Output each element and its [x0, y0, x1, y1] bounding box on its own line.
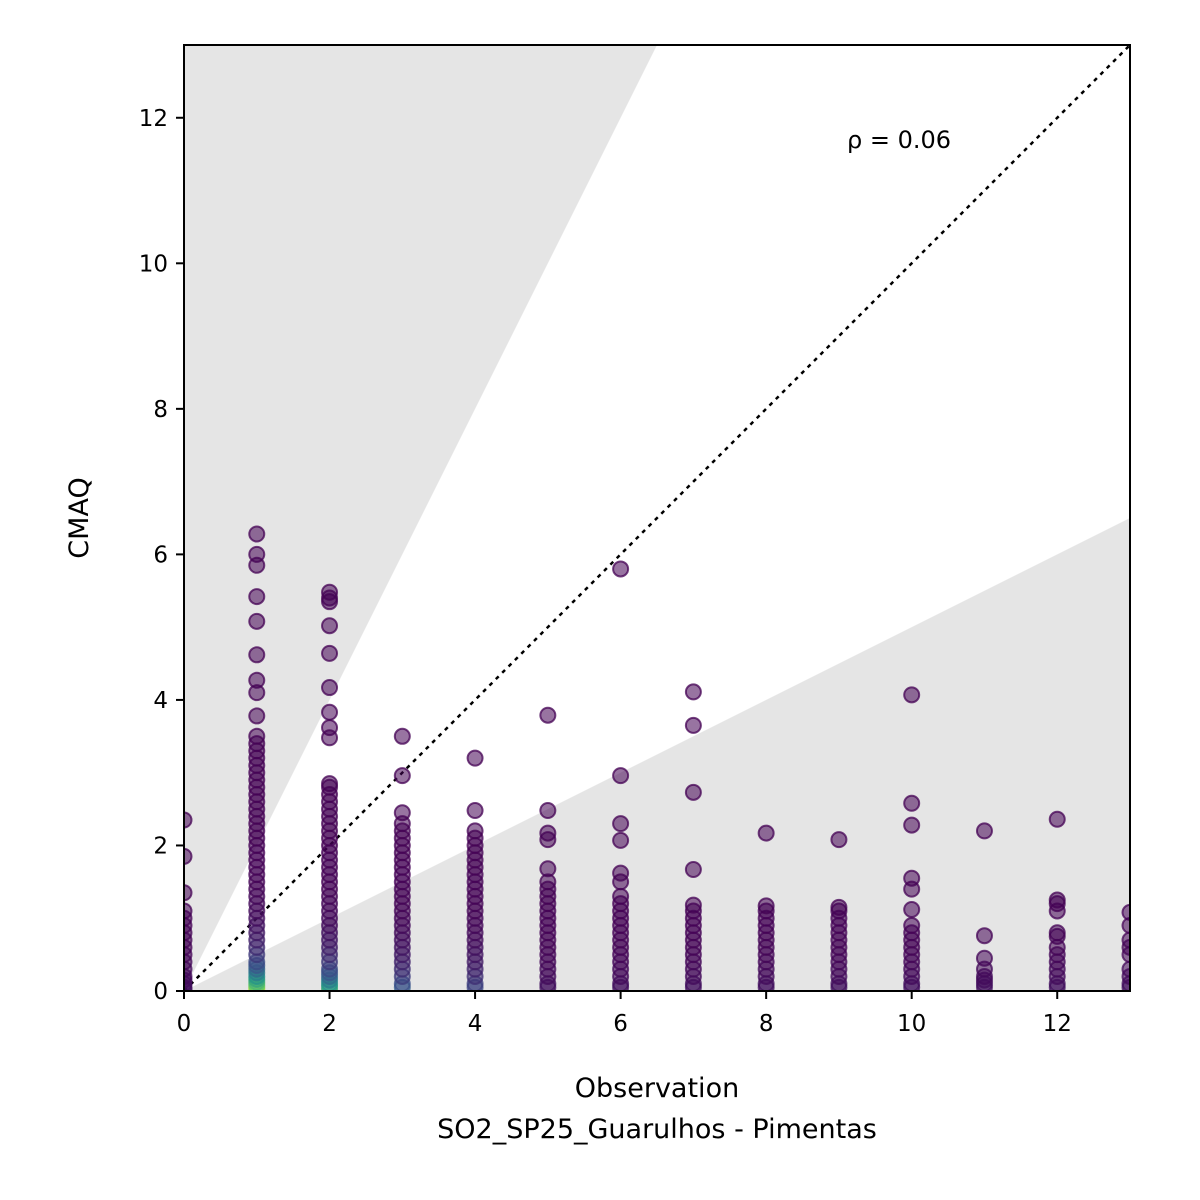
data-point [757, 897, 775, 915]
shaded-bounds [184, 45, 1130, 991]
data-point [612, 831, 630, 849]
plot-frame [183, 44, 1131, 992]
data-point [321, 719, 339, 737]
y-axis-label: CMAQ [64, 477, 95, 558]
correlation-annotation: ρ = 0.06 [847, 126, 951, 154]
data-point [1048, 924, 1066, 942]
data-point [830, 898, 848, 916]
lower-shaded-region [184, 518, 1130, 991]
data-point [248, 671, 266, 689]
scatter-points [184, 525, 1130, 991]
data-point [903, 816, 921, 834]
y-tick-label: 2 [153, 833, 168, 859]
data-point [184, 902, 193, 920]
x-tick-label: 2 [322, 1011, 337, 1037]
data-point [248, 545, 266, 563]
data-point [903, 900, 921, 918]
data-point [612, 887, 630, 905]
data-point [321, 775, 339, 793]
data-point [248, 525, 266, 543]
data-point [184, 811, 193, 829]
data-point [684, 896, 702, 914]
data-point [903, 686, 921, 704]
data-point [393, 727, 411, 745]
data-point [539, 860, 557, 878]
data-point [975, 949, 993, 967]
y-tick-label: 10 [139, 251, 168, 277]
data-point [248, 727, 266, 745]
x-tick-label: 4 [468, 1011, 483, 1037]
x-axis-sublabel: SO2_SP25_Guarulhos - Pimentas [437, 1114, 877, 1145]
data-point [684, 683, 702, 701]
data-point [248, 646, 266, 664]
data-point [903, 869, 921, 887]
y-tick-label: 12 [139, 106, 168, 132]
y-axis-ticks: 0 2 4 6 8 10 12 [139, 106, 184, 1005]
data-point [321, 583, 339, 601]
data-point [248, 588, 266, 606]
x-tick-label: 10 [897, 1011, 926, 1037]
data-point [539, 802, 557, 820]
y-tick-label: 8 [153, 397, 168, 423]
data-point [248, 612, 266, 630]
data-point [321, 644, 339, 662]
data-point [321, 703, 339, 721]
one-to-one-line [184, 45, 1130, 991]
data-point [684, 860, 702, 878]
data-point [612, 815, 630, 833]
data-point [1121, 960, 1130, 978]
data-point [612, 767, 630, 785]
data-point [184, 884, 193, 902]
data-point [393, 804, 411, 822]
data-point [830, 831, 848, 849]
data-point [975, 927, 993, 945]
y-tick-label: 4 [153, 688, 168, 714]
x-tick-label: 6 [613, 1011, 628, 1037]
data-point [466, 749, 484, 767]
data-point [466, 822, 484, 840]
x-tick-label: 8 [759, 1011, 774, 1037]
data-point [1048, 810, 1066, 828]
data-point [466, 802, 484, 820]
x-axis-label: Observation [575, 1073, 739, 1104]
data-point [684, 783, 702, 801]
data-point [757, 824, 775, 842]
x-axis-ticks: 0 2 4 6 8 10 12 [177, 991, 1072, 1037]
y-tick-label: 6 [153, 542, 168, 568]
data-point [393, 767, 411, 785]
reference-line-layer [184, 45, 1130, 991]
data-point [321, 679, 339, 697]
data-point [612, 864, 630, 882]
data-point [903, 794, 921, 812]
data-point [903, 917, 921, 935]
data-point [975, 822, 993, 840]
data-point [1121, 903, 1130, 921]
x-tick-label: 12 [1043, 1011, 1072, 1037]
data-point [1121, 917, 1130, 935]
data-point [1121, 931, 1130, 949]
data-point [612, 560, 630, 578]
upper-shaded-region [184, 45, 657, 991]
data-point [184, 847, 193, 865]
data-point [539, 824, 557, 842]
data-point [539, 706, 557, 724]
y-tick-label: 0 [153, 979, 168, 1005]
data-point [248, 707, 266, 725]
data-point [1048, 891, 1066, 909]
x-tick-label: 0 [177, 1011, 192, 1037]
data-point [321, 617, 339, 635]
data-point [684, 716, 702, 734]
